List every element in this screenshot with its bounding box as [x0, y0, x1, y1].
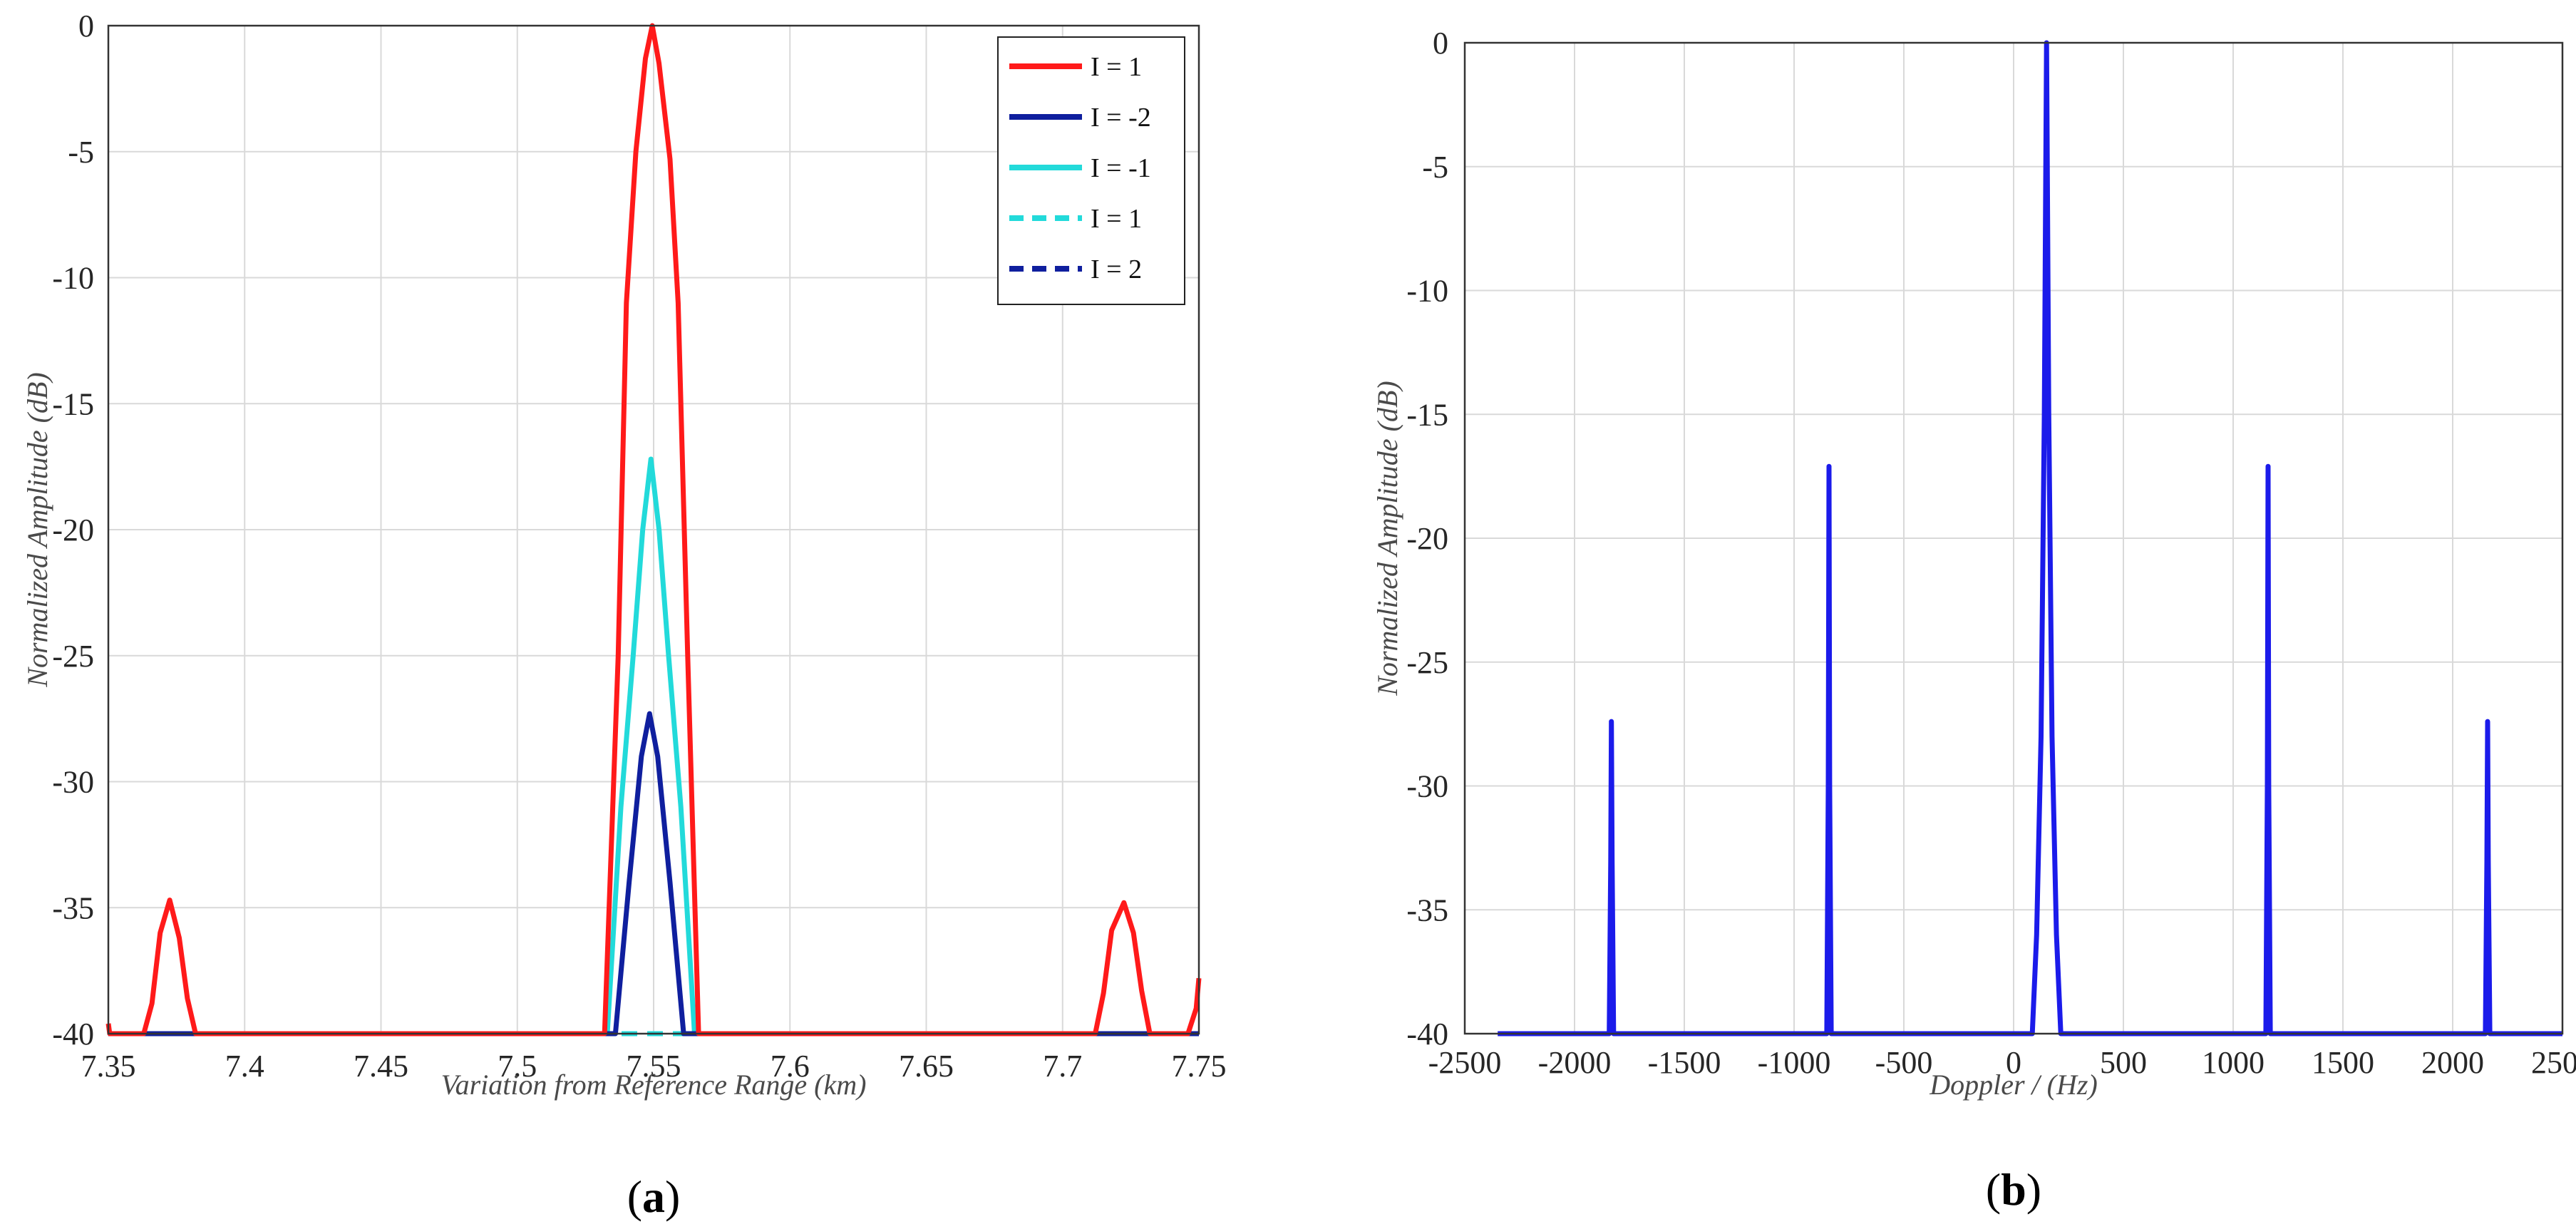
panel-b-xtick-label: -1000	[1758, 1045, 1831, 1080]
panel-a-xtick-label: 7.65	[899, 1049, 954, 1084]
panel-a-xtick-label: 7.55	[627, 1049, 681, 1084]
legend-label-0: I = 1	[1091, 52, 1142, 82]
panel-b-xtick-label: 2500	[2531, 1045, 2576, 1080]
legend-label-4: I = 2	[1091, 254, 1142, 284]
panel-a-xtick-label: 7.75	[1172, 1049, 1227, 1084]
panel-b-caption: (b)	[1986, 1164, 2041, 1215]
panel-b-tick-labels: -2500 -2000 -1500 -1000 -500 0 500 1000 1500 2000…	[1406, 26, 2576, 1080]
panel-a-ytick-label: -35	[52, 890, 94, 925]
panel-a-xtick-label: 7.5	[498, 1049, 537, 1084]
panel-b: -2500 -2000 -1500 -1000 -500 0 500 1000 1500 2000…	[1371, 26, 2576, 1215]
panel-b-ytick-label: -10	[1406, 274, 1448, 309]
panel-b-ytick-label: -25	[1406, 645, 1448, 680]
panel-a-ytick-label: -40	[52, 1017, 94, 1051]
panel-a-ytick-label: -5	[68, 135, 94, 170]
panel-a-letter: a	[642, 1171, 665, 1222]
panel-a-ytick-label: -30	[52, 765, 94, 800]
panel-b-ylabel: Normalized Amplitude (dB)	[1371, 381, 1403, 696]
panel-a-xtick-label: 7.45	[354, 1049, 408, 1084]
panel-a-ytick-label: -15	[52, 386, 94, 421]
panel-a-xtick-label: 7.4	[225, 1049, 264, 1084]
panel-a: 7.35 7.4 7.45 7.5 7.55 7.6 7.65 7.7 7.75 0 -5 -10 -1…	[21, 9, 1227, 1222]
panel-a-axes-box	[107, 24, 1200, 1035]
panel-b-xtick-label: -1500	[1648, 1045, 1721, 1080]
panel-b-letter: b	[2001, 1164, 2026, 1215]
panel-a-series-line-2	[108, 456, 1199, 1037]
panel-a-ytick-label: -25	[52, 639, 94, 674]
panel-a-series-line-1	[108, 711, 1199, 1037]
panel-a-ytick-label: 0	[78, 9, 94, 43]
panel-b-xtick-label: 500	[2100, 1045, 2147, 1080]
legend-label-2: I = -1	[1091, 153, 1151, 183]
panel-a-legend: I = 1 I = -2 I = -1 I = 1 I = 2	[997, 36, 1185, 305]
panel-a-xlabel: Variation from Reference Range (km)	[441, 1069, 867, 1101]
panel-b-xtick-label: -500	[1875, 1045, 1933, 1080]
panel-a-grid	[108, 25, 1200, 1034]
panel-a-ytick-label: -20	[52, 513, 94, 547]
panel-b-ytick-label: -30	[1406, 769, 1448, 804]
panel-a-caption: (a)	[627, 1171, 681, 1222]
panel-b-ytick-label: -20	[1406, 521, 1448, 556]
panel-a-xtick-label: 7.35	[81, 1049, 136, 1084]
panel-a-ytick-label: -10	[52, 261, 94, 296]
panel-a-tick-labels: 7.35 7.4 7.45 7.5 7.55 7.6 7.65 7.7 7.75 0 -5 -10 -1…	[52, 9, 1226, 1084]
panel-a-xtick-label: 7.7	[1043, 1049, 1082, 1084]
panel-b-xtick-label: -2000	[1538, 1045, 1612, 1080]
panel-a-ylabel: Normalized Amplitude (dB)	[21, 372, 53, 687]
legend-box	[997, 36, 1185, 305]
panel-a-series-line-0	[105, 23, 1202, 1037]
panel-b-xtick-label: -2500	[1428, 1045, 1502, 1080]
panel-b-ytick-label: -35	[1406, 893, 1448, 927]
panel-b-axes-box	[1463, 41, 2564, 1035]
panel-b-ytick-label: -40	[1406, 1017, 1448, 1051]
panel-b-xtick-label: 0	[2006, 1045, 2021, 1080]
panel-b-ytick-label: -5	[1422, 150, 1448, 185]
panel-a-xtick-label: 7.6	[771, 1049, 810, 1084]
panel-b-ytick-label: -15	[1406, 397, 1448, 432]
panel-b-xtick-label: 2000	[2421, 1045, 2484, 1080]
panel-b-ytick-label: 0	[1433, 26, 1448, 61]
panel-b-xtick-label: 1500	[2312, 1045, 2374, 1080]
panel-b-xlabel: Doppler / (Hz)	[1929, 1069, 2098, 1101]
legend-label-1: I = -2	[1091, 103, 1151, 133]
panel-b-xtick-label: 1000	[2202, 1045, 2265, 1080]
legend-label-3: I = 1	[1091, 204, 1142, 234]
